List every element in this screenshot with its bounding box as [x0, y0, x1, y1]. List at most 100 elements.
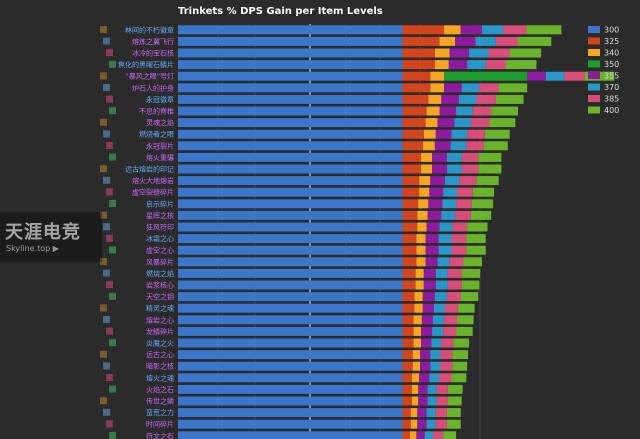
bar-segment-300	[178, 431, 403, 439]
bar-segment-300	[178, 36, 403, 46]
bar-segment-300	[178, 83, 403, 93]
bar-segment-300	[178, 141, 403, 151]
bar-segment-385	[455, 210, 471, 220]
bar-segment-325	[402, 431, 410, 439]
bar-segment-385	[503, 25, 527, 35]
bar-segment-325	[402, 199, 419, 209]
category-label: 远古之心	[146, 350, 174, 359]
bar-segment-300	[178, 280, 403, 290]
bar-segment-300	[178, 361, 403, 371]
category-label: 燃烧者之眼	[139, 130, 174, 139]
bar-segment-340	[422, 141, 435, 151]
bar-segment-340	[434, 48, 450, 58]
bar-segment-340	[413, 338, 421, 348]
bar-segment-385	[433, 431, 444, 439]
bar-segment-300	[178, 303, 403, 313]
bar-segment-340	[421, 152, 433, 162]
bar-segment-340	[419, 176, 431, 186]
bar-segment-355	[425, 257, 438, 267]
legend-swatch-385	[588, 95, 600, 102]
legend-swatch-350	[588, 60, 600, 68]
item-icon	[100, 26, 107, 33]
bar-segment-400	[447, 396, 462, 406]
bar-segment-355	[425, 245, 439, 255]
bar-segment-370	[456, 106, 473, 116]
bar-segment-340	[421, 164, 433, 174]
bar-segment-355	[416, 431, 425, 439]
bar-segment-325	[402, 303, 415, 313]
bar-segment-350	[444, 71, 528, 81]
bar-segment-355	[422, 303, 434, 313]
bar-segment-355	[429, 187, 444, 197]
bar-segment-325	[402, 25, 445, 35]
category-label: 狂风符印	[146, 223, 174, 232]
bar-segment-370	[432, 326, 444, 336]
bar-segment-325	[402, 187, 420, 197]
item-icon	[103, 37, 110, 45]
bar-segment-400	[456, 326, 473, 336]
bar-segment-400	[509, 48, 542, 58]
bar-segment-340	[430, 83, 445, 93]
category-label: 熔火重碾	[146, 153, 174, 162]
category-label: 焦化的黑曜石鳞片	[118, 60, 174, 69]
bar-segment-385	[479, 83, 499, 93]
bar-segment-370	[545, 71, 565, 81]
bar-segment-300	[178, 222, 403, 232]
legend-label-340: 340	[604, 49, 619, 58]
bar-segment-325	[402, 176, 420, 186]
bar-segment-325	[402, 280, 416, 290]
bar-segment-370	[439, 222, 453, 232]
bar-segment-325	[402, 361, 413, 371]
bar-segment-340	[411, 396, 419, 406]
bar-segment-370	[458, 94, 477, 104]
bar-segment-300	[178, 419, 403, 429]
bar-segment-385	[447, 280, 462, 290]
bar-segment-400	[471, 199, 494, 209]
bar-segment-325	[402, 396, 412, 406]
bar-segment-355	[444, 83, 462, 93]
legend-swatch-300	[588, 26, 600, 33]
bar-segment-355	[427, 210, 442, 220]
bar-segment-385	[436, 384, 448, 394]
item-icon	[106, 234, 113, 242]
bar-segment-355	[417, 408, 427, 418]
legend-swatch-340	[588, 49, 600, 56]
bar-segment-340	[430, 71, 445, 81]
category-label: 熔火大地熔岩	[132, 176, 174, 185]
bar-segment-325	[402, 141, 423, 151]
item-icon	[103, 130, 110, 138]
bar-segment-385	[459, 176, 477, 186]
bar-segment-385	[439, 373, 452, 383]
bar-segment-340	[410, 419, 418, 429]
bar-segment-355	[425, 234, 439, 244]
bar-segment-355	[441, 94, 459, 104]
bar-segment-400	[460, 292, 479, 302]
bar-segment-325	[402, 106, 427, 116]
bar-segment-340	[416, 257, 426, 267]
legend-swatch-370	[588, 83, 600, 91]
bar-segment-340	[412, 361, 421, 371]
bar-segment-340	[416, 234, 426, 244]
bar-segment-340	[412, 350, 421, 360]
item-icon	[109, 432, 116, 439]
bar-segment-340	[417, 222, 427, 232]
category-label: 熔岩之心	[146, 315, 174, 324]
bar-segment-370	[431, 338, 442, 348]
bar-segment-370	[430, 361, 441, 371]
category-label: 冰霜之心	[146, 234, 174, 243]
bar-segment-370	[441, 210, 456, 220]
bar-segment-370	[475, 36, 496, 46]
bar-segment-400	[452, 361, 468, 371]
bar-segment-385	[564, 71, 585, 81]
bar-segment-385	[441, 338, 454, 348]
bar-segment-325	[402, 338, 414, 348]
bar-segment-340	[414, 303, 423, 313]
bar-segment-325	[402, 419, 411, 429]
bar-segment-340	[428, 94, 442, 104]
bar-segment-400	[447, 384, 463, 394]
bar-segment-300	[178, 396, 403, 406]
bar-segment-340	[426, 106, 440, 116]
bar-segment-400	[467, 222, 488, 232]
bar-segment-325	[402, 350, 413, 360]
bar-segment-325	[402, 36, 440, 46]
